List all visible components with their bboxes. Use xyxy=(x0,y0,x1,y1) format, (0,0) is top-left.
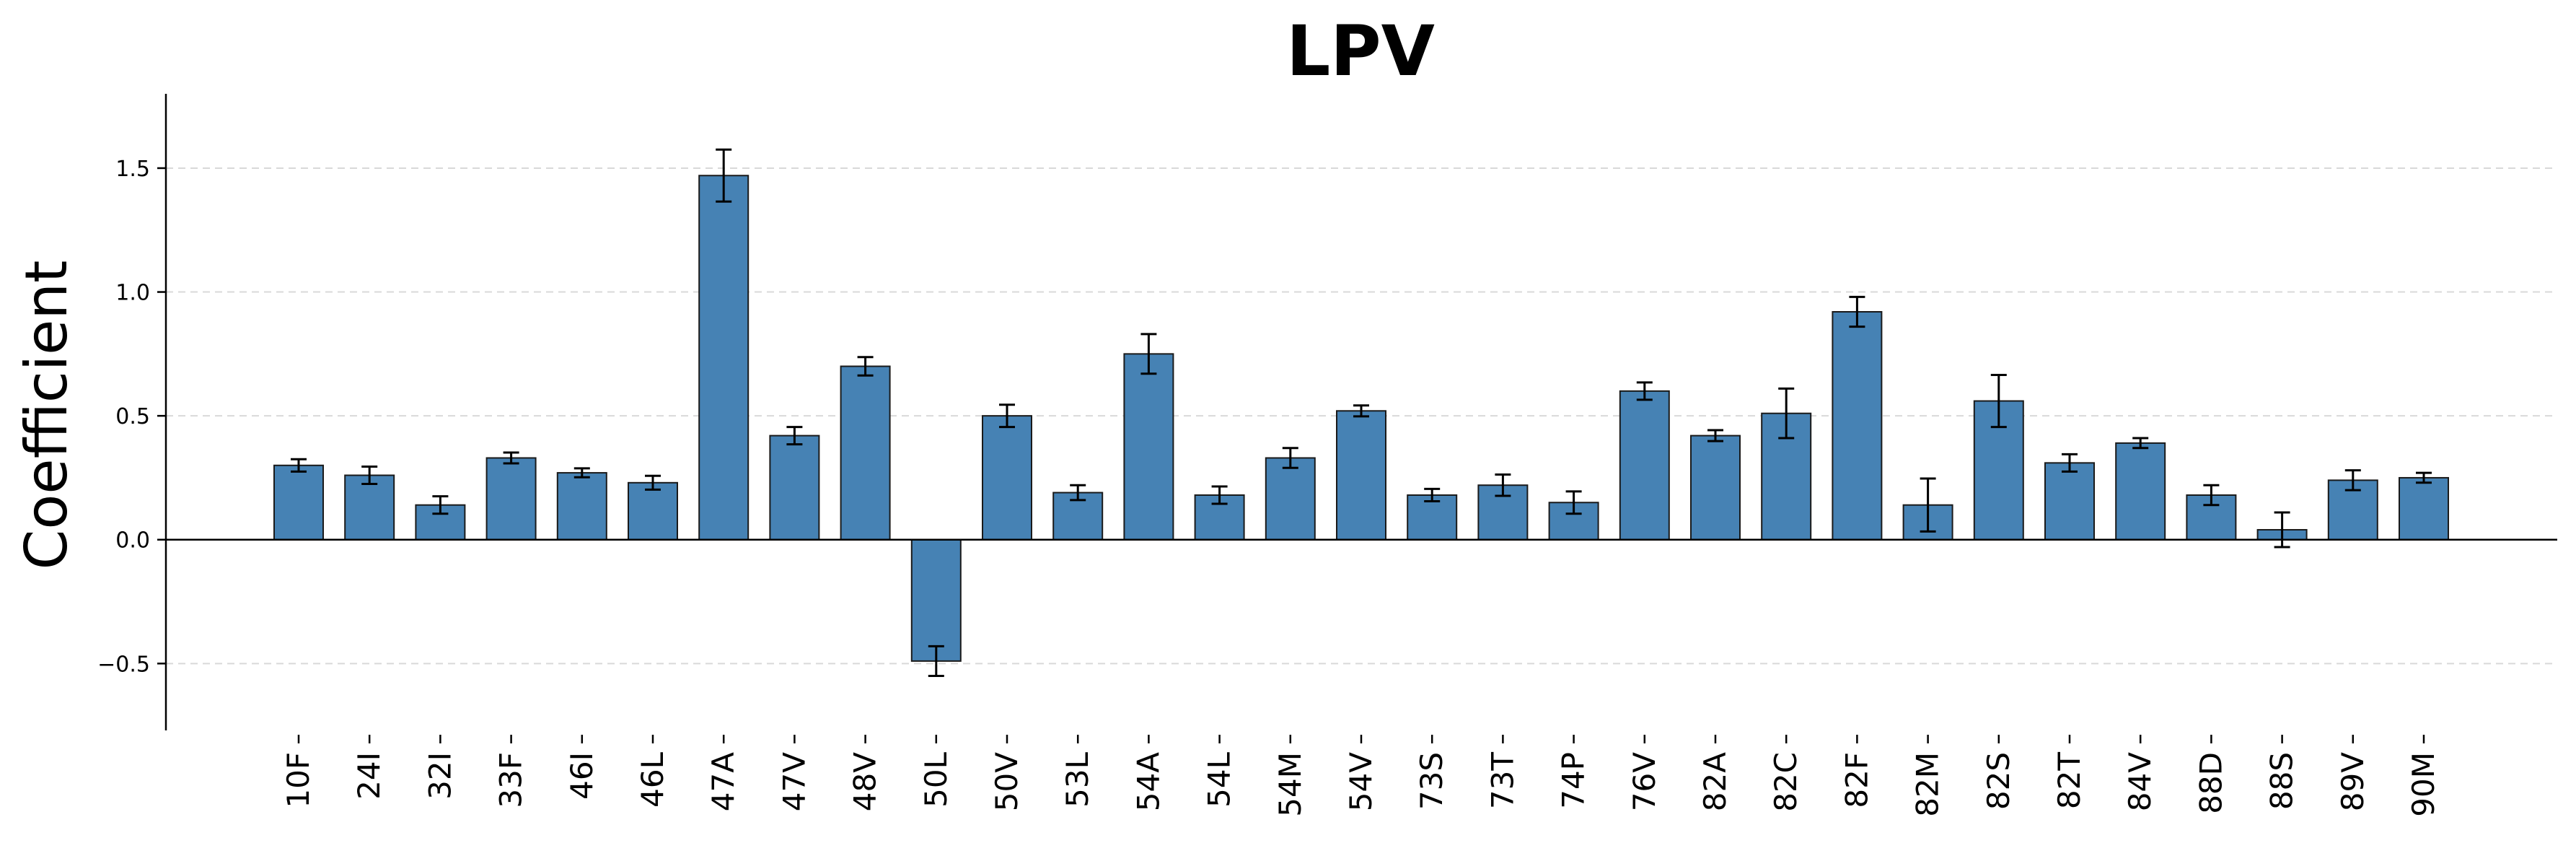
x-tick-label-48V: 48V xyxy=(848,752,883,811)
bar-54V xyxy=(1336,410,1386,541)
x-tick-label-88D: 88D xyxy=(2193,752,2228,814)
x-tick-label-46I: 46I xyxy=(564,752,599,800)
x-tick-label-24I: 24I xyxy=(351,752,387,800)
x-tick-label-82M: 82M xyxy=(1910,752,1946,817)
x-tick-label-82T: 82T xyxy=(2052,752,2087,809)
x-tick-label-33F: 33F xyxy=(493,752,529,808)
bar-10F xyxy=(273,464,324,541)
x-tick-label-32I: 32I xyxy=(422,752,457,800)
y-tick-label: 0.0 xyxy=(115,528,150,554)
x-tick-label-74P: 74P xyxy=(1556,752,1591,809)
bar-46L xyxy=(628,481,678,541)
bars xyxy=(273,175,2449,662)
bar-50L xyxy=(910,538,962,662)
chart-title: LPV xyxy=(1286,11,1435,92)
x-tick-label-54V: 54V xyxy=(1343,752,1379,811)
bar-50V xyxy=(982,415,1032,541)
bar-76V xyxy=(1619,390,1670,541)
x-tick-label-76V: 76V xyxy=(1627,752,1662,811)
bar-84V xyxy=(2115,442,2166,541)
bar-82F xyxy=(1832,311,1883,541)
x-tick-label-50V: 50V xyxy=(989,752,1024,811)
x-tick-label-54M: 54M xyxy=(1272,752,1308,817)
x-tick-label-46L: 46L xyxy=(635,751,670,807)
x-tick-label-90M: 90M xyxy=(2406,752,2441,817)
bar-82T xyxy=(2044,462,2095,541)
bar-54A xyxy=(1123,353,1174,541)
y-tick-label: 1.5 xyxy=(115,157,150,182)
x-tick-label-82C: 82C xyxy=(1768,752,1803,812)
x-tick-label-10F: 10F xyxy=(281,752,316,808)
bar-46I xyxy=(556,472,607,541)
bar-33F xyxy=(485,457,537,541)
x-tick-label-73T: 73T xyxy=(1485,752,1520,809)
x-tick-label-82A: 82A xyxy=(1697,752,1733,811)
y-tick-label: −0.5 xyxy=(97,652,150,677)
x-tick-label-82S: 82S xyxy=(1981,752,2016,810)
bar-48V xyxy=(840,365,891,541)
y-tick-label: 1.0 xyxy=(115,281,150,306)
axes xyxy=(164,94,2557,730)
error-bars xyxy=(291,148,2432,677)
x-tick-label-73S: 73S xyxy=(1414,752,1449,810)
x-tick-label-82F: 82F xyxy=(1839,752,1874,808)
bar-82A xyxy=(1690,434,1741,541)
x-tick-label-54L: 54L xyxy=(1202,751,1237,807)
x-tick-label-89V: 89V xyxy=(2335,752,2370,811)
x-tick-label-50L: 50L xyxy=(918,751,954,807)
bar-54M xyxy=(1265,457,1316,541)
grid-lines xyxy=(166,167,2557,665)
y-ticks: −0.5 0.0 0.5 1.0 1.5 xyxy=(97,157,166,677)
y-tick-label: 0.5 xyxy=(115,404,150,429)
bar-47A xyxy=(698,175,749,541)
x-tick-label-54A: 54A xyxy=(1130,752,1166,811)
bar-73S xyxy=(1407,494,1458,541)
y-axis-label: Coefficient xyxy=(13,261,80,570)
x-tick-label-47A: 47A xyxy=(705,752,741,811)
x-tick-label-88S: 88S xyxy=(2264,752,2300,810)
bar-47V xyxy=(769,434,820,541)
x-tick-label-47V: 47V xyxy=(776,752,812,811)
x-tick-label-53L: 53L xyxy=(1060,751,1095,807)
x-ticks: 10F 24I 32I 33F 46I 46L 47A 47V 48V 50L 50V 53L 54A 5… xyxy=(281,735,2441,817)
x-tick-label-84V: 84V xyxy=(2122,752,2158,811)
bar-24I xyxy=(344,474,395,541)
bar-90M xyxy=(2399,476,2449,541)
